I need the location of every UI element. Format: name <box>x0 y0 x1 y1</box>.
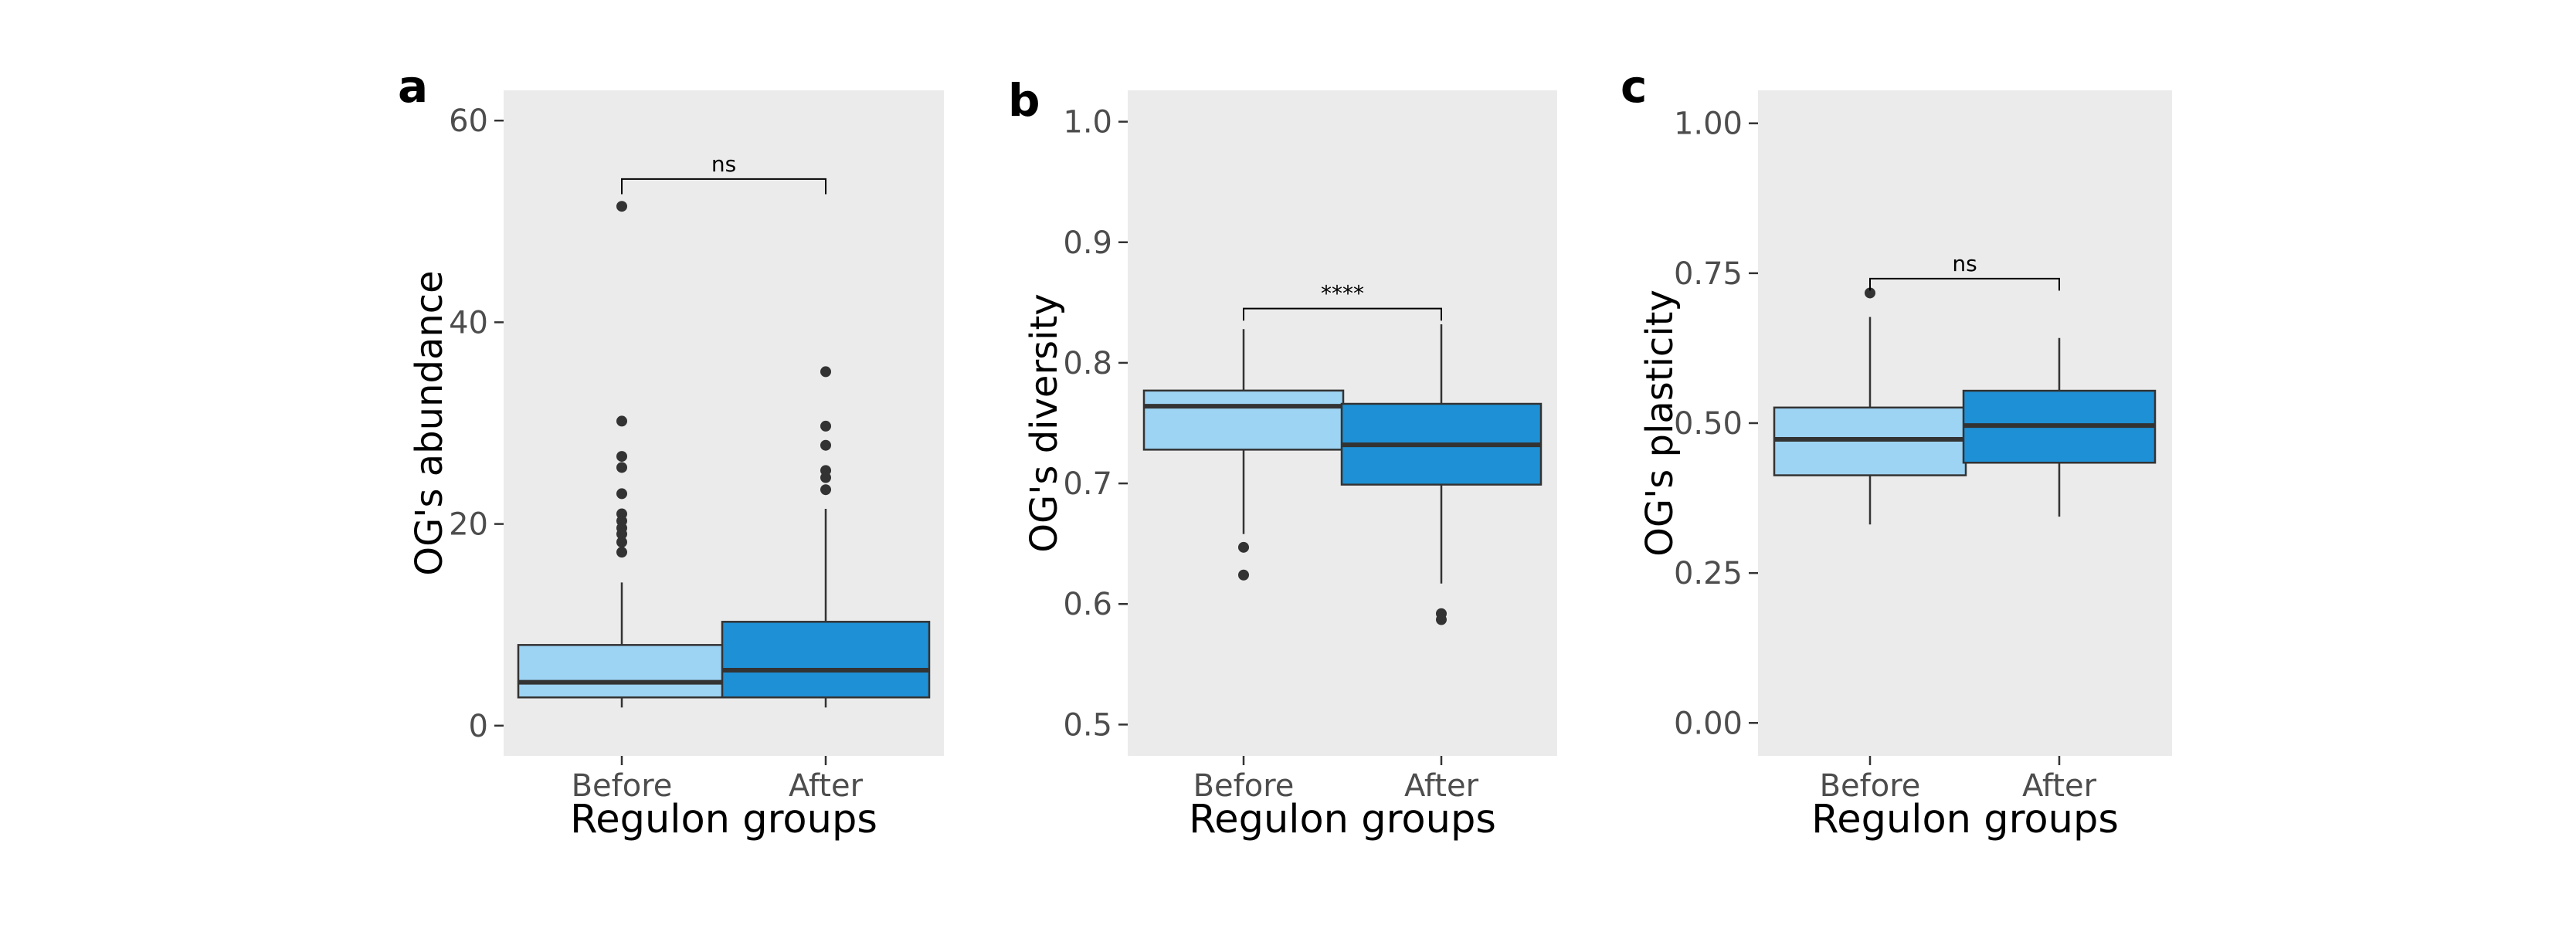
outlier-point <box>616 547 627 558</box>
outlier-point <box>616 415 627 427</box>
y-tick-label: 1.00 <box>1674 107 1743 142</box>
box-after <box>721 621 931 699</box>
y-tick-label: 40 <box>449 305 488 341</box>
x-tick-label: Before <box>1820 768 1921 804</box>
y-tick-label: 20 <box>449 507 488 543</box>
panel-letter: a <box>398 60 428 113</box>
y-tick-label: 0.8 <box>1063 346 1112 381</box>
outlier-point <box>616 488 627 500</box>
outlier-point <box>820 439 831 451</box>
boxplots <box>1142 324 1543 625</box>
x-tick-label: Before <box>572 768 673 804</box>
significance-label: ns <box>711 151 736 177</box>
outlier-point <box>616 451 627 462</box>
x-axis: Before After <box>1193 756 1479 804</box>
outlier-point <box>1865 287 1875 299</box>
outlier-point <box>616 528 627 540</box>
outlier-point <box>616 201 627 212</box>
bracket-line <box>1869 277 2060 291</box>
y-axis-title: OG's abundance <box>408 270 451 575</box>
significance-bracket: ns <box>621 151 826 195</box>
y-tick-label: 0.00 <box>1674 706 1743 741</box>
y-tick-label: 0.5 <box>1063 707 1112 743</box>
x-axis-title: Regulon groups <box>1811 797 2119 842</box>
y-axis: 0 20 40 60 <box>449 103 504 744</box>
x-axis-title: Regulon groups <box>570 797 877 842</box>
x-axis: Before After <box>1820 756 2097 804</box>
y-tick-label: 0.50 <box>1674 406 1743 442</box>
y-axis-title: OG's plasticity <box>1638 290 1682 557</box>
outlier-point <box>820 484 831 496</box>
significance-label: ns <box>1952 251 1977 276</box>
bracket-line <box>1243 307 1442 321</box>
boxplots <box>1773 287 2157 525</box>
x-tick-label: After <box>2022 768 2097 804</box>
x-tick-label: Before <box>1193 768 1295 804</box>
significance-bracket: **** <box>1243 281 1442 321</box>
outlier-point <box>1238 569 1249 581</box>
y-tick-label: 0.7 <box>1063 466 1112 502</box>
significance-label: **** <box>1321 281 1364 307</box>
outlier-point <box>820 366 831 378</box>
y-tick-label: 1.0 <box>1063 105 1112 141</box>
outlier-point <box>1436 614 1447 625</box>
y-tick-label: 0.75 <box>1674 256 1743 292</box>
y-axis: 0.5 0.6 0.7 0.8 0.9 1.0 <box>1063 105 1128 743</box>
outlier-point <box>616 537 627 548</box>
x-axis-title: Regulon groups <box>1189 797 1496 842</box>
panel-letter: b <box>1008 74 1040 127</box>
outlier-point <box>1238 541 1249 553</box>
y-tick-label: 0 <box>469 709 488 744</box>
y-tick-label: 0.9 <box>1063 225 1112 261</box>
box-before <box>1142 389 1345 451</box>
y-tick-label: 0.6 <box>1063 587 1112 622</box>
outlier-point <box>820 420 831 432</box>
y-axis-title: OG's diversity <box>1023 293 1066 552</box>
outlier-point <box>616 462 627 473</box>
box-before <box>517 644 727 699</box>
y-tick-label: 0.25 <box>1674 556 1743 591</box>
x-axis: Before After <box>572 756 864 804</box>
x-tick-label: After <box>1404 768 1479 804</box>
panel-b: b 0.5 0.6 0.7 0.8 0.9 1.0 **** Before After OG… <box>1008 74 1557 842</box>
panel-letter: c <box>1621 60 1647 113</box>
boxplots <box>517 201 931 708</box>
significance-bracket: ns <box>1869 251 2060 291</box>
outlier-point <box>820 472 831 483</box>
y-tick-label: 60 <box>449 103 488 139</box>
x-tick-label: After <box>789 768 864 804</box>
y-axis: 0.00 0.25 0.50 0.75 1.00 <box>1674 107 1758 741</box>
bracket-line <box>621 178 826 195</box>
panel-c: c 0.00 0.25 0.50 0.75 1.00 ns Before After OG… <box>1621 60 2172 842</box>
